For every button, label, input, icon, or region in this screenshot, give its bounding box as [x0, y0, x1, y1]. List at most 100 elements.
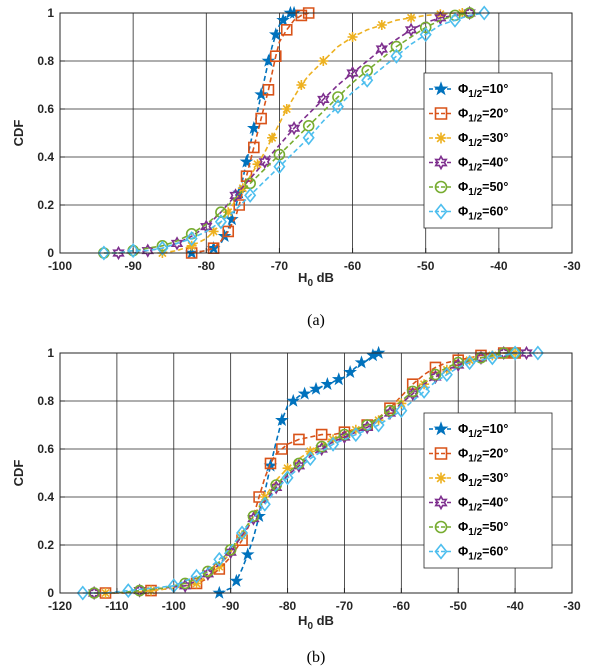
series-line [82, 352, 538, 594]
data-point [281, 470, 294, 486]
data-point [296, 80, 307, 90]
x-tick-label: -100 [48, 259, 72, 273]
data-point [304, 451, 317, 467]
data-point [240, 547, 255, 561]
series-line [191, 12, 309, 254]
data-point [486, 350, 499, 366]
data-point [328, 434, 339, 445]
data-point [112, 245, 125, 261]
data-point [315, 440, 328, 453]
legend-entry: Φ1/2=40° [458, 156, 508, 174]
data-point [350, 424, 361, 435]
legend-marker [434, 180, 448, 194]
data-point [262, 84, 275, 96]
data-point [146, 585, 157, 596]
legend-marker [434, 520, 448, 534]
y-tick-label: 0.2 [37, 198, 54, 212]
data-point [276, 13, 290, 27]
series-line [103, 12, 485, 254]
data-point [247, 510, 260, 523]
data-point [97, 245, 110, 261]
x-tick-label: -100 [162, 599, 186, 613]
data-point [419, 21, 432, 34]
data-point [419, 27, 432, 43]
series-line [105, 352, 516, 594]
data-point [229, 573, 244, 587]
data-point [429, 368, 442, 381]
data-point [127, 243, 140, 259]
data-point [248, 141, 260, 154]
data-point [332, 91, 344, 103]
x-tick-label: -60 [344, 259, 362, 273]
data-point [354, 355, 369, 369]
data-point [302, 130, 315, 146]
data-point [361, 72, 374, 88]
data-point [185, 231, 198, 247]
data-point [215, 206, 227, 218]
data-point [170, 236, 184, 251]
x-tick-label: -90 [222, 599, 240, 613]
data-point [247, 121, 261, 134]
data-point [331, 99, 344, 115]
y-tick-label: 0.2 [37, 538, 54, 552]
data-point [531, 345, 544, 361]
data-point [406, 12, 417, 23]
y-tick-label: 0.6 [37, 442, 54, 456]
y-tick-label: 1 [47, 6, 54, 20]
series-line [94, 352, 516, 594]
panel-caption: (a) [307, 312, 325, 329]
data-point [145, 584, 157, 597]
data-point [384, 404, 396, 417]
data-point [254, 87, 268, 101]
data-point [258, 496, 271, 512]
x-axis-label: H0 dB [298, 613, 334, 632]
data-point [268, 27, 283, 41]
x-tick-label: -30 [563, 259, 581, 273]
legend: Φ1/2=10° Φ1/2=20° Φ1/2=30° Φ1/2=40° Φ1/2=50°… [423, 72, 553, 229]
data-point [361, 64, 374, 77]
x-tick-label: -110 [105, 599, 129, 613]
data-point [213, 551, 226, 567]
data-point [252, 159, 263, 170]
data-point [448, 12, 461, 28]
data-point [281, 104, 292, 114]
x-tick-label: -80 [198, 259, 216, 273]
data-point [276, 443, 288, 455]
data-point [280, 24, 293, 36]
data-point [327, 436, 340, 452]
y-tick-label: 0.4 [37, 490, 54, 504]
data-point [258, 154, 271, 169]
data-point [331, 372, 346, 386]
legend-marker [434, 154, 448, 171]
legend-marker [434, 543, 448, 560]
data-point [452, 356, 465, 369]
data-point [190, 568, 203, 584]
legend-entry: Φ1/2=10° [458, 82, 508, 100]
data-point [244, 187, 257, 203]
x-tick-label: -70 [271, 259, 289, 273]
data-point [264, 457, 277, 470]
data-point [269, 50, 282, 62]
x-tick-label: -30 [563, 599, 581, 613]
data-point [286, 393, 301, 407]
data-point [267, 132, 278, 143]
x-tick-label: -90 [124, 259, 142, 273]
legend-marker [433, 421, 449, 436]
legend-marker [434, 494, 448, 511]
data-point [255, 112, 267, 125]
legend-entry: Φ1/2=50° [458, 520, 508, 538]
data-point [261, 53, 276, 67]
data-point [478, 5, 491, 21]
legend-entry: Φ1/2=60° [458, 545, 508, 563]
y-axis-label: CDF [11, 460, 26, 487]
data-point [224, 543, 237, 556]
data-point [315, 428, 328, 441]
data-point [509, 345, 522, 361]
data-point [317, 92, 330, 107]
chart-panel-a: -100 -90 -80 -70 -60 -50 -40 -30 0 0.2 0.4 0.6 0.8 1 H… [11, 5, 581, 329]
legend-entry: Φ1/2=20° [458, 447, 508, 465]
data-point [275, 413, 289, 427]
series-1 [185, 7, 315, 259]
data-point [122, 583, 135, 599]
data-point [309, 381, 323, 395]
